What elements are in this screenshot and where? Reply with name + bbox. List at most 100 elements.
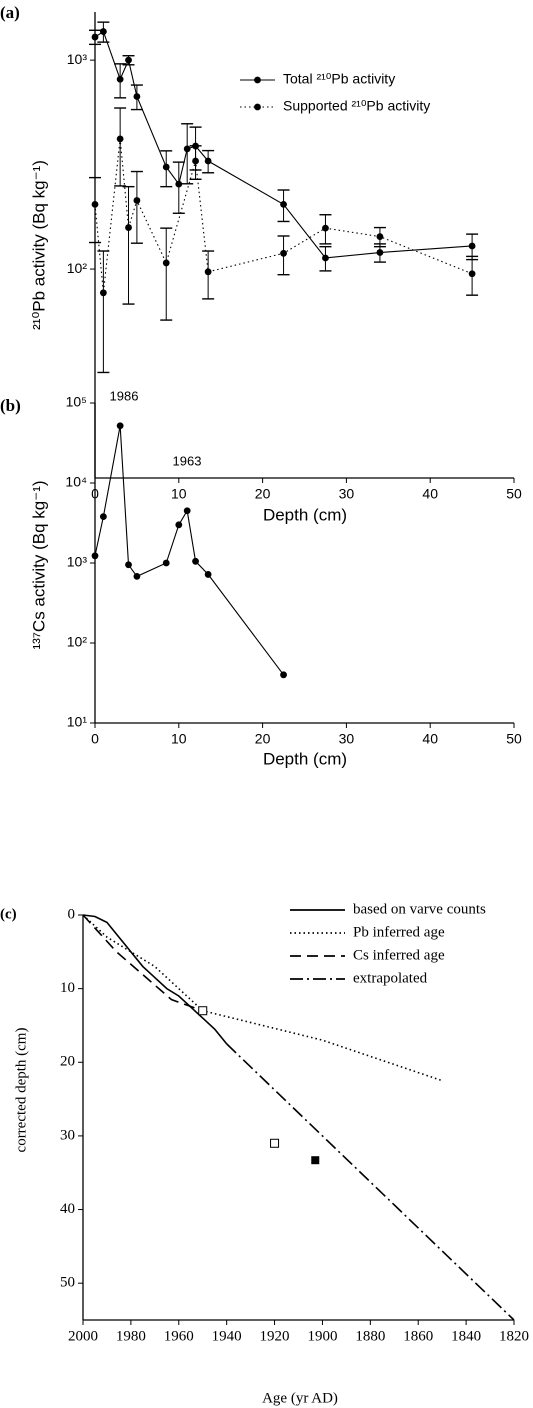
x-tick-label: 20 <box>255 486 271 502</box>
x-tick-label: 1960 <box>164 1328 194 1344</box>
data-point <box>125 561 132 569</box>
data-point <box>99 289 107 297</box>
x-tick-label: 1860 <box>403 1328 433 1344</box>
y-tick-label: 50 <box>60 1275 75 1291</box>
data-point <box>280 200 287 208</box>
chart-panel: (b) 0 10 20 30 40 50 10¹ 10² 10³ 10⁴ 10⁵ Depth (cm) ¹… <box>0 388 522 768</box>
data-point <box>192 157 199 165</box>
x-tick-label: 1900 <box>307 1328 337 1344</box>
annotation: 1986 <box>110 388 139 403</box>
data-point <box>280 671 287 679</box>
legend-label: Total ²¹⁰Pb activity <box>283 71 395 87</box>
y-tick-label: 0 <box>68 906 76 922</box>
x-tick-label: 50 <box>506 731 522 747</box>
x-axis-title: Depth (cm) <box>263 505 347 524</box>
data-point <box>99 28 107 35</box>
data-point <box>204 157 212 165</box>
y-tick-label: 10² <box>67 260 88 276</box>
y-tick-label: 10² <box>67 634 88 650</box>
data-point <box>175 521 183 529</box>
x-tick-label: 40 <box>422 486 438 502</box>
y-tick-label: 30 <box>60 1127 75 1143</box>
data-point <box>322 224 329 232</box>
data-point <box>468 270 476 278</box>
data-point <box>133 572 141 580</box>
annotation: 1963 <box>173 453 202 468</box>
y-tick-label: 20 <box>60 1054 75 1070</box>
data-point <box>204 268 212 276</box>
data-point <box>162 259 170 267</box>
x-tick-label: 1840 <box>451 1328 481 1344</box>
x-tick-label: 1920 <box>260 1328 290 1344</box>
y-tick-label: 10³ <box>67 51 88 67</box>
data-point <box>133 93 141 100</box>
x-tick-label: 20 <box>255 731 271 747</box>
data-point <box>99 513 107 521</box>
x-tick-label: 30 <box>339 486 355 502</box>
data-point <box>133 197 141 204</box>
x-tick-label: 50 <box>506 486 522 502</box>
panel-label: (a) <box>0 3 20 22</box>
x-tick-label: 2000 <box>68 1328 98 1344</box>
x-tick-label: 40 <box>422 731 438 747</box>
legend-label: Pb inferred age <box>353 924 445 940</box>
series-line <box>94 138 473 293</box>
data-point <box>116 75 124 83</box>
series-line <box>82 914 228 1045</box>
data-point <box>183 507 191 515</box>
data-point <box>116 422 124 430</box>
y-axis-title: ¹³⁷Cs activity (Bq kg⁻¹) <box>29 480 48 649</box>
legend-marker <box>254 76 261 84</box>
legend-label: Supported ²¹⁰Pb activity <box>283 98 430 114</box>
series-line <box>94 30 473 259</box>
data-point <box>198 1006 208 1016</box>
x-tick-label: 10 <box>171 486 187 502</box>
series-line <box>82 914 443 1082</box>
data-point <box>116 135 124 143</box>
x-tick-label: 1820 <box>499 1328 529 1344</box>
x-tick-label: 10 <box>171 731 187 747</box>
data-point <box>91 200 99 208</box>
legend-label: based on varve counts <box>353 901 486 917</box>
data-point <box>468 242 476 250</box>
x-tick-label: 1940 <box>212 1328 242 1344</box>
chart-panel: (c) 2000 1980 1960 1940 1920 1900 1880 1860 1840 1… <box>0 901 529 1406</box>
data-point <box>204 571 212 578</box>
data-point <box>162 559 170 567</box>
data-point <box>311 1156 320 1165</box>
y-axis-title: corrected depth (cm) <box>13 1028 29 1153</box>
series-line <box>82 914 203 1012</box>
y-axis-title: ²¹⁰Pb activity (Bq kg⁻¹) <box>29 160 48 330</box>
x-axis-title: Age (yr AD) <box>262 1390 338 1406</box>
y-tick-label: 10³ <box>67 554 88 570</box>
y-tick-label: 10¹ <box>67 714 88 730</box>
y-tick-label: 10 <box>60 980 75 996</box>
x-tick-label: 30 <box>339 731 355 747</box>
panel-label: (b) <box>0 396 21 415</box>
data-point <box>322 254 329 262</box>
legend-label: Cs inferred age <box>353 947 445 963</box>
data-point <box>280 249 287 257</box>
x-tick-label: 1880 <box>355 1328 385 1344</box>
data-point <box>376 249 384 256</box>
data-point <box>91 33 99 41</box>
y-tick-label: 10⁵ <box>66 394 87 410</box>
data-point <box>175 180 183 188</box>
x-tick-label: 1980 <box>116 1328 146 1344</box>
chart-panel: (a)0102030405010²10³Depth (cm)²¹⁰Pb acti… <box>0 3 522 525</box>
data-point <box>270 1138 280 1148</box>
x-tick-label: 0 <box>91 731 99 747</box>
y-tick-label: 40 <box>60 1201 75 1217</box>
y-tick-label: 10⁴ <box>65 474 87 490</box>
x-axis-title: Depth (cm) <box>263 749 347 768</box>
legend-label: extrapolated <box>353 970 428 986</box>
data-point <box>125 224 132 231</box>
data-point <box>125 56 132 64</box>
data-point <box>91 552 99 560</box>
series-line <box>226 1043 515 1321</box>
panel-label: (c) <box>0 906 17 922</box>
data-point <box>376 233 384 241</box>
data-point <box>183 145 191 153</box>
data-point <box>192 557 199 565</box>
